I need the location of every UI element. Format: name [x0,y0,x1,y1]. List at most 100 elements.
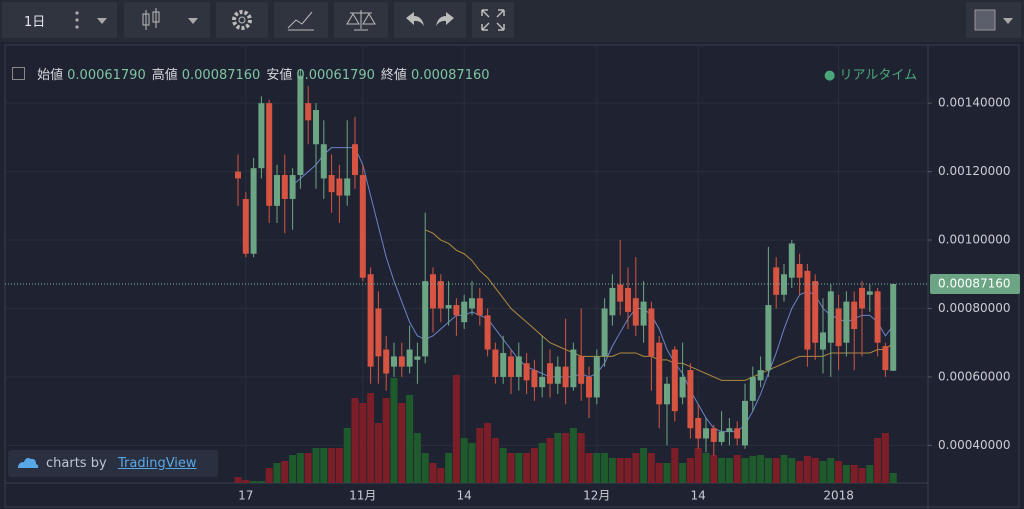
volume-bar [530,448,538,483]
x-tick-label: 12月 [583,489,610,503]
candle-body [539,376,546,388]
volume-bar [796,461,804,483]
chart-type-button[interactable] [124,2,210,38]
interval-button[interactable]: 1日 [2,2,117,38]
legend-value: 0.00061790 [296,68,375,83]
toolbar: 1日 [0,0,1024,42]
legend-value: 0.00087160 [410,68,490,83]
candle-body [796,264,803,278]
y-tick-label: 0.00140000 [938,96,1011,110]
candle-body [726,428,733,432]
volume-bar [476,428,484,483]
volume-bar [562,433,570,483]
compare-icon [346,10,376,31]
candle-body [531,370,538,388]
y-tick-label: 0.00040000 [938,438,1011,452]
candle-body [648,308,655,357]
volume-bar [772,458,780,483]
legend-label: 終値 [380,68,407,83]
candle-body [710,428,717,442]
volume-bar [694,448,702,483]
candle-body [508,356,514,377]
candle-body [788,243,795,278]
candle-body [523,363,530,381]
candle-body [235,171,241,179]
settings-button[interactable] [216,2,268,38]
legend-value: 0.00061790 [67,68,146,83]
volume-bar [304,453,312,483]
fullscreen-button[interactable] [472,2,514,38]
candle-body [773,267,780,295]
y-tick-label: 0.00120000 [938,164,1011,178]
candle-body [820,332,826,350]
x-tick-label: 17 [238,489,253,503]
volume-bar [655,463,663,483]
volume-bar [616,458,624,483]
compare-button[interactable] [334,2,388,38]
y-tick-label: 0.00100000 [938,233,1011,247]
candle-body [695,417,702,439]
volume-bar [647,453,655,483]
watermark-logo [18,458,39,468]
volume-bar [671,448,679,483]
candle-body [422,281,429,357]
volume-bar [593,453,601,483]
candle-body [586,376,592,398]
volume-bar [725,458,733,483]
legend-toggle[interactable] [12,67,25,80]
candle-body [781,274,787,295]
candle-body [336,178,343,196]
volume-bar [507,453,515,483]
chart-type-icon [142,8,198,30]
candle-body [874,291,881,343]
candle-body [890,283,897,371]
candle-body [406,349,413,367]
watermark[interactable]: charts by TradingView [8,450,218,477]
candle-body [344,178,351,196]
volume-bar [811,458,819,483]
status-dot: ● [824,68,836,83]
candle-body [289,175,296,199]
volume-bar [406,395,414,483]
candle-body [476,298,483,316]
candle-body [461,301,468,323]
layout-button[interactable] [966,2,1021,38]
indicators-button[interactable] [274,2,328,38]
candle-body [687,370,694,429]
candle-body [359,175,366,278]
volume-bar [764,458,772,483]
candle-body [281,175,288,199]
x-tick-label: 2018 [823,489,854,503]
candle-body [664,383,670,405]
volume-bar [343,428,351,483]
x-tick-label: 14 [691,489,706,503]
candle-body [515,356,522,377]
volume-bar [242,480,250,483]
volume-bar [741,458,749,483]
x-tick-label: 14 [457,489,472,503]
volume-bar [577,433,585,483]
volume-bar [320,448,328,483]
candle-body [851,301,858,330]
last-price-label: 0.00087160 [938,276,1011,290]
settings-icon [232,10,252,30]
candle-body [765,305,772,371]
volume-bar [398,403,406,483]
candle-body [367,274,374,367]
candle-body [297,75,304,176]
candle-body [804,270,811,350]
candle-body [835,308,842,347]
undo-redo-button[interactable] [394,2,466,38]
volume-bar [835,461,843,483]
candle-body [305,103,312,121]
candle-body [242,198,249,254]
legend-label: 安値 [266,68,293,83]
volume-bar [585,453,593,483]
volume-bar [452,375,460,483]
candle-body [484,315,491,350]
candle-body [640,301,647,326]
y-tick-label: 0.00080000 [938,301,1011,315]
volume-bar [827,458,835,483]
